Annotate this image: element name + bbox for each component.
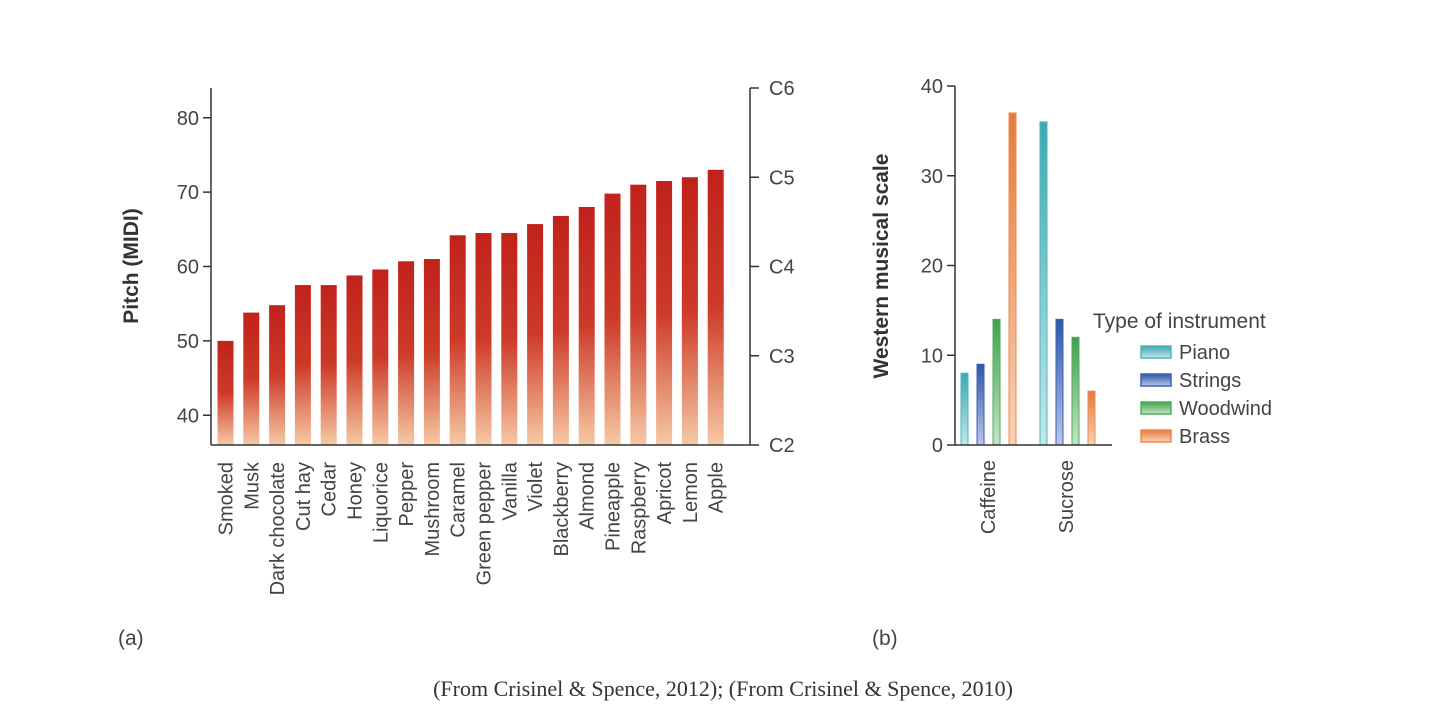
category-label: Sucrose xyxy=(1056,460,1078,533)
y-tick-label: 10 xyxy=(921,345,943,367)
y-tick-label: 0 xyxy=(932,435,943,457)
category-label: Pepper xyxy=(396,462,418,527)
legend-label-brass: Brass xyxy=(1179,426,1230,448)
panel-a-note-ticks: C2 C3 C4 C5 C6 xyxy=(750,78,795,457)
panel-b-bars xyxy=(960,112,1096,446)
category-label: Honey xyxy=(345,462,367,520)
pitch-bar-musk xyxy=(243,312,260,445)
category-label: Caffeine xyxy=(978,460,1000,534)
panel-a-y-axis-title: Pitch (MIDI) xyxy=(120,208,143,324)
pitch-bar-smoked xyxy=(217,340,234,445)
category-label: Mushroom xyxy=(422,462,444,556)
category-label: Smoked xyxy=(216,462,238,535)
pitch-bar-raspberry xyxy=(630,184,647,445)
category-label: Cut hay xyxy=(293,462,315,531)
y-tick-label: 80 xyxy=(177,108,199,130)
pitch-bar-cedar xyxy=(320,285,337,445)
pitch-bar-vanilla xyxy=(501,233,518,445)
panel-a-pitch-chart: 40 50 60 70 80 C2 C3 C4 C5 C6 Smoked Musk Dark cho… xyxy=(118,78,795,650)
panel-a-y-ticks: 40 50 60 70 80 xyxy=(177,108,211,427)
pitch-bar-liquorice xyxy=(372,269,389,445)
panel-b-y-axis-title: Western musical scale xyxy=(870,154,893,379)
category-label: Cedar xyxy=(319,462,341,517)
y-tick-label: 70 xyxy=(177,182,199,204)
legend-swatch-piano xyxy=(1140,345,1172,359)
legend-swatch-brass xyxy=(1140,429,1172,443)
panel-a-bars xyxy=(217,169,724,445)
pitch-bar-cut-hay xyxy=(294,285,311,445)
category-label: Green pepper xyxy=(474,462,496,586)
category-label: Dark chocolate xyxy=(267,462,289,595)
bar-piano-caffeine xyxy=(960,372,969,446)
pitch-bar-almond xyxy=(578,207,595,445)
pitch-bar-mushroom xyxy=(423,259,440,445)
legend-label-strings: Strings xyxy=(1179,370,1241,392)
pitch-bar-caramel xyxy=(449,235,466,445)
figure-caption: (From Crisinel & Spence, 2012); (From Cr… xyxy=(433,676,1013,701)
panel-b-legend: Piano Strings Woodwind Brass xyxy=(1140,342,1272,448)
pitch-bar-dark-chocolate xyxy=(269,305,286,445)
category-label: Apple xyxy=(706,462,728,513)
y-tick-label: 30 xyxy=(921,166,943,188)
pitch-bar-violet xyxy=(527,224,544,445)
legend-title: Type of instrument xyxy=(1093,310,1266,333)
legend-swatch-strings xyxy=(1140,373,1172,387)
category-label: Pineapple xyxy=(603,462,625,551)
bar-woodwind-caffeine xyxy=(992,318,1001,446)
category-label: Vanilla xyxy=(499,461,521,520)
legend-label-woodwind: Woodwind xyxy=(1179,398,1272,420)
pitch-bar-honey xyxy=(346,275,363,445)
bar-brass-sucrose xyxy=(1087,390,1096,446)
pitch-bar-pineapple xyxy=(604,193,621,445)
category-label: Violet xyxy=(525,462,547,512)
pitch-bar-blackberry xyxy=(552,215,569,445)
bar-woodwind-sucrose xyxy=(1071,336,1080,446)
category-label: Raspberry xyxy=(628,462,650,554)
panel-b-scale-chart: 0 10 20 30 40 Caffeine Sucrose Western musica… xyxy=(870,76,1272,650)
panel-a-category-labels: Smoked Musk Dark chocolate Cut hay Cedar Hone… xyxy=(216,461,728,595)
note-tick-label: C6 xyxy=(769,78,795,100)
pitch-bar-apple xyxy=(707,169,724,445)
pitch-bar-apricot xyxy=(656,180,673,445)
category-label: Liquorice xyxy=(370,462,392,543)
note-tick-label: C2 xyxy=(769,435,795,457)
bar-strings-sucrose xyxy=(1055,318,1064,446)
pitch-bar-pepper xyxy=(398,261,415,445)
y-tick-label: 40 xyxy=(921,76,943,98)
panel-a-label: (a) xyxy=(118,627,144,650)
panel-b-category-labels: Caffeine Sucrose xyxy=(978,460,1078,534)
panel-b-label: (b) xyxy=(872,627,898,650)
note-tick-label: C4 xyxy=(769,257,795,279)
y-tick-label: 60 xyxy=(177,257,199,279)
pitch-bar-lemon xyxy=(681,177,698,445)
pitch-bar-green-pepper xyxy=(475,233,492,445)
y-tick-label: 50 xyxy=(177,331,199,353)
y-tick-label: 40 xyxy=(177,405,199,427)
bar-piano-sucrose xyxy=(1039,121,1048,446)
note-tick-label: C3 xyxy=(769,346,795,368)
category-label: Lemon xyxy=(680,462,702,523)
bar-strings-caffeine xyxy=(976,363,985,446)
category-label: Apricot xyxy=(654,462,676,525)
category-label: Caramel xyxy=(448,462,470,538)
category-label: Blackberry xyxy=(551,462,573,556)
category-label: Almond xyxy=(577,462,599,530)
y-tick-label: 20 xyxy=(921,256,943,278)
note-tick-label: C5 xyxy=(769,167,795,189)
category-label: Musk xyxy=(241,461,263,510)
panel-b-y-ticks: 0 10 20 30 40 xyxy=(921,76,955,457)
legend-label-piano: Piano xyxy=(1179,342,1230,364)
bar-brass-caffeine xyxy=(1008,112,1017,446)
legend-swatch-woodwind xyxy=(1140,401,1172,415)
